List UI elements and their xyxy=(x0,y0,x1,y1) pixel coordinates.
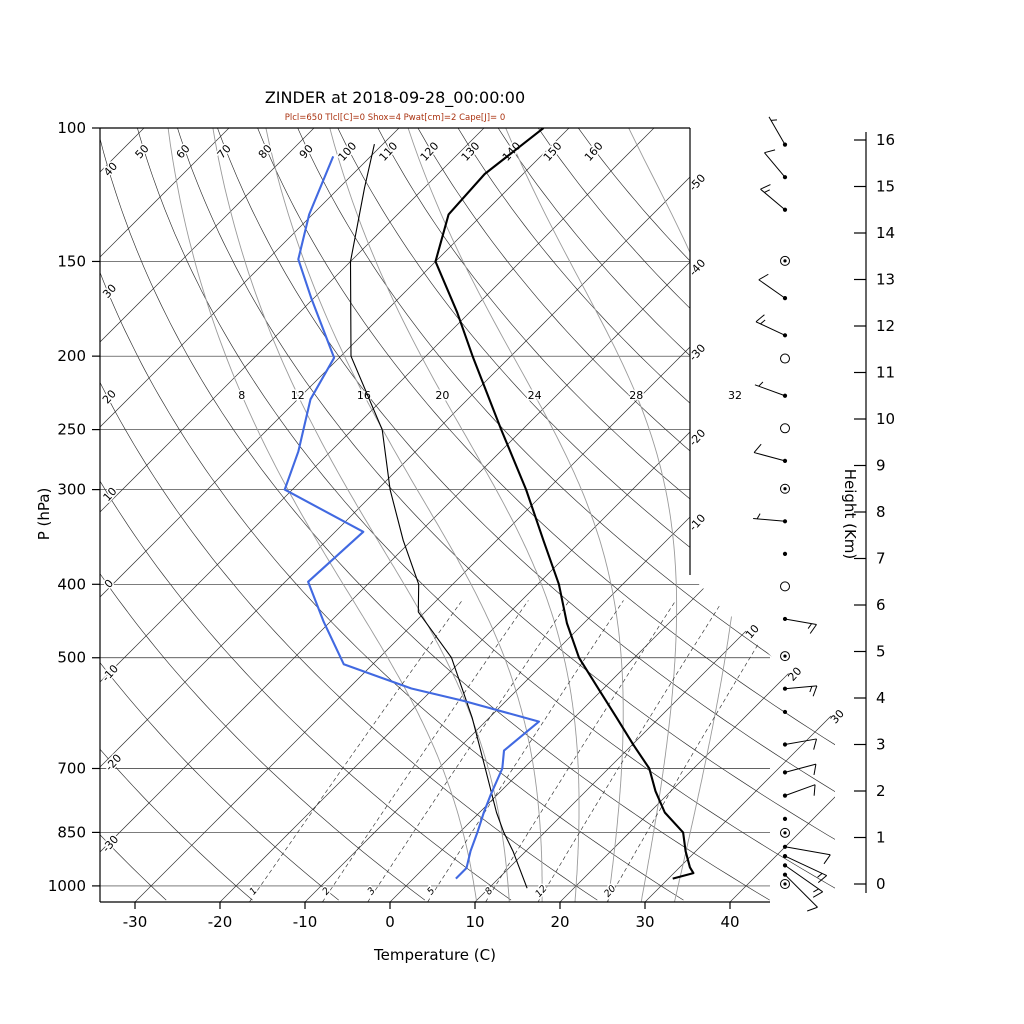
svg-text:90: 90 xyxy=(297,142,316,161)
svg-text:20: 20 xyxy=(550,913,569,931)
svg-text:16: 16 xyxy=(357,389,371,402)
svg-text:-30: -30 xyxy=(100,833,122,855)
svg-text:250: 250 xyxy=(57,421,86,439)
svg-text:400: 400 xyxy=(57,575,86,593)
svg-text:16: 16 xyxy=(876,131,895,149)
svg-text:5: 5 xyxy=(425,885,437,897)
svg-text:32: 32 xyxy=(728,389,742,402)
svg-text:30: 30 xyxy=(100,282,119,301)
svg-text:-10: -10 xyxy=(293,913,318,931)
svg-text:2: 2 xyxy=(320,885,332,897)
svg-text:14: 14 xyxy=(876,224,895,242)
svg-text:10: 10 xyxy=(743,622,762,641)
svg-text:0: 0 xyxy=(102,577,116,591)
svg-text:500: 500 xyxy=(57,649,86,667)
svg-text:10: 10 xyxy=(876,410,895,428)
svg-text:130: 130 xyxy=(459,140,483,164)
svg-text:40: 40 xyxy=(720,913,739,931)
svg-text:1000: 1000 xyxy=(48,877,86,895)
temperature-axis-label: Temperature (C) xyxy=(374,946,496,964)
svg-text:80: 80 xyxy=(256,142,275,161)
svg-text:-30: -30 xyxy=(123,913,148,931)
svg-text:-20: -20 xyxy=(208,913,233,931)
svg-text:12: 12 xyxy=(876,317,895,335)
svg-text:8: 8 xyxy=(238,389,245,402)
svg-text:10: 10 xyxy=(101,485,120,504)
svg-text:0: 0 xyxy=(385,913,395,931)
svg-text:12: 12 xyxy=(291,389,305,402)
svg-text:3: 3 xyxy=(876,736,886,754)
svg-text:100: 100 xyxy=(57,119,86,137)
svg-text:20: 20 xyxy=(785,665,804,684)
svg-text:60: 60 xyxy=(174,142,193,161)
svg-text:5: 5 xyxy=(876,643,886,661)
svg-text:4: 4 xyxy=(876,689,886,707)
svg-text:50: 50 xyxy=(133,142,152,161)
chart-subtitle: Plcl=650 Tlcl[C]=0 Shox=4 Pwat[cm]=2 Cap… xyxy=(284,113,506,123)
svg-text:850: 850 xyxy=(57,823,86,841)
svg-text:150: 150 xyxy=(57,252,86,270)
svg-text:8: 8 xyxy=(876,503,886,521)
svg-text:6: 6 xyxy=(876,596,886,614)
svg-text:0: 0 xyxy=(876,875,886,893)
svg-text:120: 120 xyxy=(418,140,442,164)
svg-text:28: 28 xyxy=(629,389,643,402)
svg-text:7: 7 xyxy=(876,550,886,568)
svg-text:40: 40 xyxy=(101,160,120,179)
svg-text:11: 11 xyxy=(876,364,895,382)
svg-text:30: 30 xyxy=(635,913,654,931)
svg-text:15: 15 xyxy=(876,178,895,196)
svg-text:20: 20 xyxy=(435,389,449,402)
height-axis-label: Height (Km) xyxy=(841,468,859,560)
svg-text:13: 13 xyxy=(876,271,895,289)
svg-text:3: 3 xyxy=(366,885,378,897)
svg-text:30: 30 xyxy=(828,707,847,726)
svg-text:110: 110 xyxy=(377,140,401,164)
svg-text:24: 24 xyxy=(528,389,542,402)
svg-text:70: 70 xyxy=(215,142,234,161)
svg-text:9: 9 xyxy=(876,457,886,475)
svg-text:700: 700 xyxy=(57,759,86,777)
svg-text:1: 1 xyxy=(248,885,260,897)
svg-text:1: 1 xyxy=(876,829,886,847)
pressure-axis-label: P (hPa) xyxy=(35,487,53,541)
svg-text:10: 10 xyxy=(465,913,484,931)
svg-text:2: 2 xyxy=(876,782,886,800)
svg-text:300: 300 xyxy=(57,481,86,499)
svg-text:200: 200 xyxy=(57,347,86,365)
svg-text:-20: -20 xyxy=(103,752,125,774)
chart-title: ZINDER at 2018-09-28_00:00:00 xyxy=(264,88,526,107)
svg-text:20: 20 xyxy=(100,387,119,406)
